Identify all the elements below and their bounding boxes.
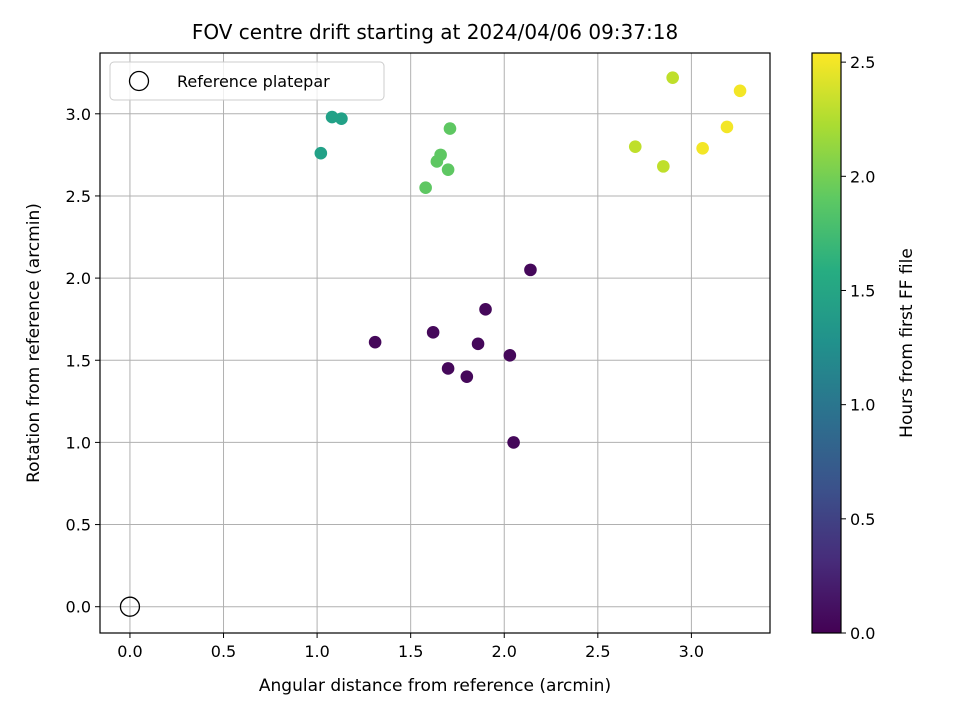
- y-tick-label: 2.0: [66, 269, 91, 288]
- data-point: [314, 146, 328, 160]
- data-point: [441, 163, 455, 176]
- data-points: [119, 71, 747, 617]
- y-tick-label: 2.5: [66, 187, 91, 206]
- colorbar-tick-label: 2.0: [850, 167, 875, 186]
- data-point: [443, 122, 457, 135]
- data-point: [628, 140, 642, 153]
- data-point: [479, 303, 492, 316]
- y-tick-label: 0.0: [66, 598, 91, 617]
- colorbar-label: Hours from first FF file: [897, 248, 917, 438]
- x-tick-label: 1.0: [304, 642, 329, 661]
- colorbar: 0.0 0.5 1.0 1.5 2.0 2.5 Hours from first FF f…: [811, 52, 917, 643]
- x-tick-label: 2.5: [585, 642, 610, 661]
- data-point: [419, 181, 432, 195]
- data-point: [696, 141, 709, 155]
- x-axis-label: Angular distance from reference (arcmin): [259, 676, 611, 696]
- data-point: [441, 362, 455, 375]
- data-point: [666, 71, 679, 84]
- legend: Reference platepar: [109, 61, 385, 101]
- x-tick-label: 2.0: [492, 642, 517, 661]
- y-tick-label: 1.5: [66, 351, 91, 370]
- data-point: [471, 337, 485, 351]
- data-point: [657, 160, 670, 173]
- legend-box: [109, 61, 385, 101]
- x-ticks: 0.0 0.5 1.0 1.5 2.0 2.5 3.0: [117, 633, 704, 661]
- x-tick-label: 0.5: [211, 642, 236, 661]
- legend-marker-reference: [128, 70, 150, 92]
- data-point: [507, 436, 520, 449]
- y-ticks: 0.0 0.5 1.0 1.5 2.0 2.5 3.0: [66, 105, 100, 617]
- y-axis-label: Rotation from reference (arcmin): [24, 203, 44, 483]
- data-point: [325, 110, 339, 124]
- y-tick-label: 0.5: [66, 516, 91, 535]
- x-tick-label: 3.0: [679, 642, 704, 661]
- colorbar-tick-label: 0.0: [850, 624, 875, 643]
- colorbar-frame: [811, 52, 842, 634]
- data-point: [460, 370, 474, 383]
- data-point: [335, 112, 348, 126]
- colorbar-tick-label: 1.5: [850, 281, 875, 300]
- data-point: [368, 335, 382, 349]
- colorbar-ticks: 0.0 0.5 1.0 1.5 2.0 2.5: [841, 53, 875, 643]
- reference-platepar-marker: [119, 596, 141, 617]
- data-point: [503, 349, 517, 362]
- data-point: [524, 263, 537, 277]
- y-tick-label: 1.0: [66, 433, 91, 452]
- data-point: [426, 326, 440, 339]
- colorbar-gradient: [812, 53, 841, 633]
- colorbar-tick-label: 0.5: [850, 510, 875, 529]
- chart-title: FOV centre drift starting at 2024/04/06 …: [192, 20, 678, 44]
- data-point: [733, 84, 747, 98]
- colorbar-tick-label: 2.5: [850, 53, 875, 72]
- legend-label-reference: Reference platepar: [177, 72, 330, 91]
- y-tick-label: 3.0: [66, 105, 91, 124]
- colorbar-tick-label: 1.0: [850, 396, 875, 415]
- x-tick-label: 0.0: [117, 642, 142, 661]
- data-point: [434, 148, 447, 162]
- data-point: [720, 120, 734, 134]
- x-tick-label: 1.5: [398, 642, 423, 661]
- plot-frame: [99, 52, 771, 634]
- grid: [100, 53, 770, 633]
